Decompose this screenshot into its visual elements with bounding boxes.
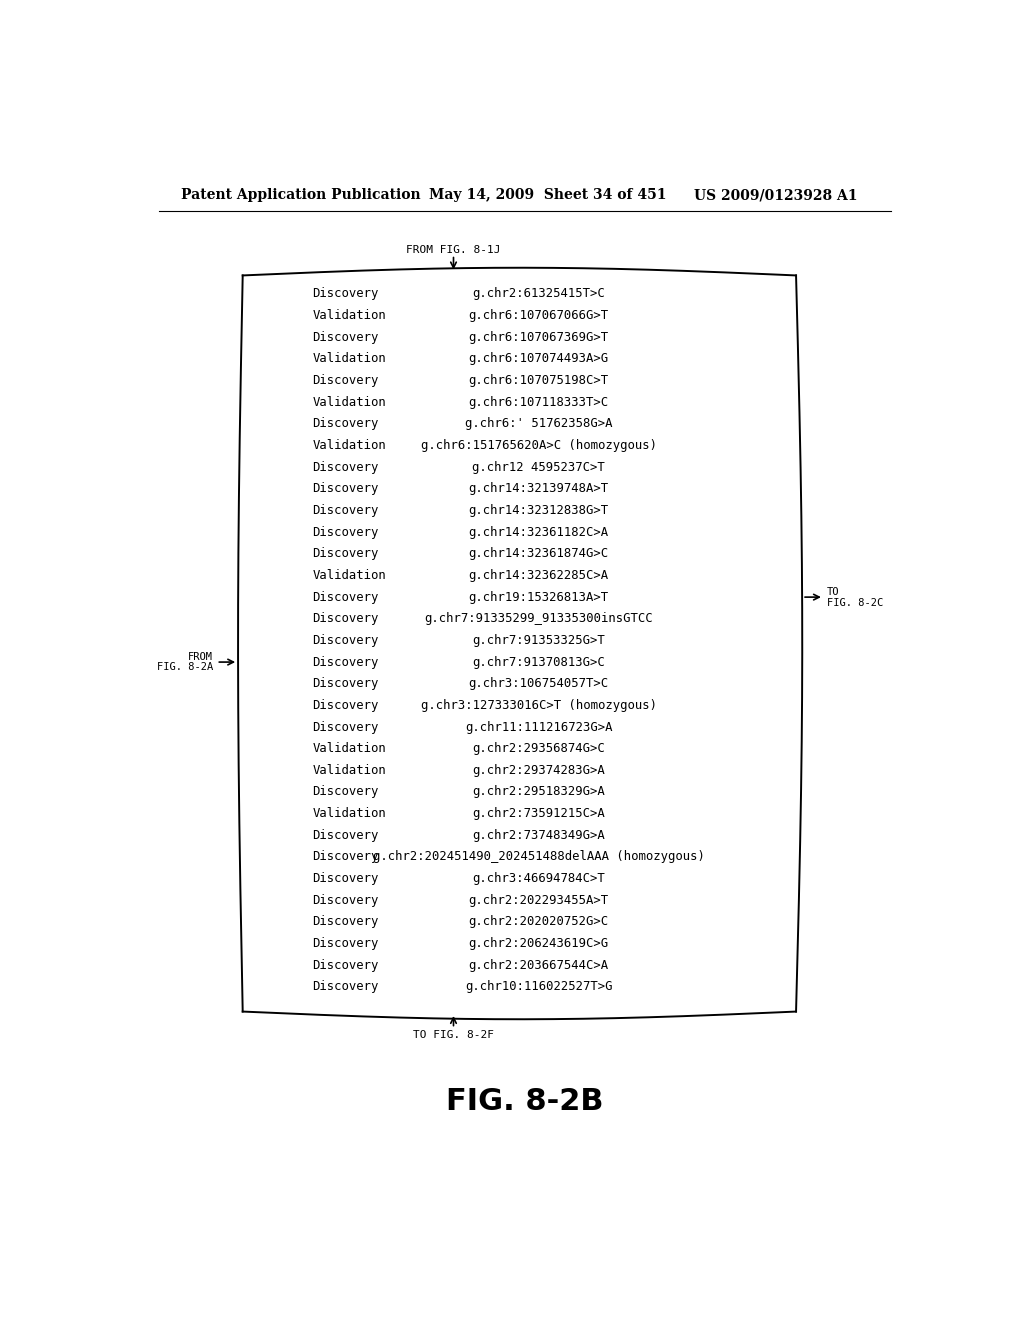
Text: g.chr6:107067066G>T: g.chr6:107067066G>T [469,309,609,322]
Text: Discovery: Discovery [312,698,379,711]
Text: g.chr2:203667544C>A: g.chr2:203667544C>A [469,958,609,972]
Text: FROM FIG. 8-1J: FROM FIG. 8-1J [407,244,501,255]
Text: g.chr14:32361182C>A: g.chr14:32361182C>A [469,525,609,539]
Text: FIG. 8-2C: FIG. 8-2C [827,598,883,607]
Text: Discovery: Discovery [312,417,379,430]
Text: g.chr2:202020752G>C: g.chr2:202020752G>C [469,915,609,928]
Text: Discovery: Discovery [312,634,379,647]
Text: Validation: Validation [312,309,386,322]
Text: g.chr6:107118333T>C: g.chr6:107118333T>C [469,396,609,409]
Text: Discovery: Discovery [312,548,379,560]
Text: Discovery: Discovery [312,612,379,626]
Text: Validation: Validation [312,807,386,820]
Text: g.chr2:29374283G>A: g.chr2:29374283G>A [472,764,605,777]
Text: Discovery: Discovery [312,850,379,863]
Text: Discovery: Discovery [312,331,379,343]
Text: Discovery: Discovery [312,504,379,517]
Text: Discovery: Discovery [312,937,379,950]
Text: g.chr14:32312838G>T: g.chr14:32312838G>T [469,504,609,517]
Text: Discovery: Discovery [312,785,379,799]
Text: Discovery: Discovery [312,873,379,886]
Text: Discovery: Discovery [312,721,379,734]
Text: g.chr3:127333016C>T (homozygous): g.chr3:127333016C>T (homozygous) [421,698,656,711]
Text: g.chr11:111216723G>A: g.chr11:111216723G>A [465,721,612,734]
Text: Discovery: Discovery [312,374,379,387]
Text: g.chr2:73748349G>A: g.chr2:73748349G>A [472,829,605,842]
Text: g.chr2:29518329G>A: g.chr2:29518329G>A [472,785,605,799]
Text: g.chr3:106754057T>C: g.chr3:106754057T>C [469,677,609,690]
Text: g.chr6:107074493A>G: g.chr6:107074493A>G [469,352,609,366]
Text: g.chr14:32139748A>T: g.chr14:32139748A>T [469,482,609,495]
Text: g.chr2:29356874G>C: g.chr2:29356874G>C [472,742,605,755]
Text: Discovery: Discovery [312,915,379,928]
Text: Discovery: Discovery [312,894,379,907]
Text: g.chr2:202293455A>T: g.chr2:202293455A>T [469,894,609,907]
Text: Discovery: Discovery [312,590,379,603]
Text: g.chr2:202451490_202451488delAAA (homozygous): g.chr2:202451490_202451488delAAA (homozy… [373,850,705,863]
Text: Validation: Validation [312,764,386,777]
Text: g.chr14:32362285C>A: g.chr14:32362285C>A [469,569,609,582]
Text: Discovery: Discovery [312,525,379,539]
Text: g.chr2:206243619C>G: g.chr2:206243619C>G [469,937,609,950]
Text: g.chr6:151765620A>C (homozygous): g.chr6:151765620A>C (homozygous) [421,440,656,451]
Text: g.chr7:91353325G>T: g.chr7:91353325G>T [472,634,605,647]
Text: Discovery: Discovery [312,482,379,495]
Text: Discovery: Discovery [312,958,379,972]
Text: g.chr14:32361874G>C: g.chr14:32361874G>C [469,548,609,560]
Text: g.chr6:107075198C>T: g.chr6:107075198C>T [469,374,609,387]
Text: Discovery: Discovery [312,461,379,474]
Text: US 2009/0123928 A1: US 2009/0123928 A1 [693,189,857,202]
Text: g.chr2:61325415T>C: g.chr2:61325415T>C [472,288,605,301]
Text: g.chr6:' 51762358G>A: g.chr6:' 51762358G>A [465,417,612,430]
Text: g.chr2:73591215C>A: g.chr2:73591215C>A [472,807,605,820]
Text: Discovery: Discovery [312,829,379,842]
Text: g.chr3:46694784C>T: g.chr3:46694784C>T [472,873,605,886]
Text: g.chr7:91335299_91335300insGTCC: g.chr7:91335299_91335300insGTCC [424,612,653,626]
Text: FROM: FROM [188,652,213,661]
Text: g.chr7:91370813G>C: g.chr7:91370813G>C [472,656,605,668]
Text: Validation: Validation [312,352,386,366]
Text: Discovery: Discovery [312,981,379,994]
Text: May 14, 2009  Sheet 34 of 451: May 14, 2009 Sheet 34 of 451 [429,189,667,202]
Text: Discovery: Discovery [312,677,379,690]
Text: Validation: Validation [312,742,386,755]
Text: Validation: Validation [312,569,386,582]
Text: TO: TO [827,586,840,597]
Text: TO FIG. 8-2F: TO FIG. 8-2F [413,1030,494,1040]
Text: g.chr10:116022527T>G: g.chr10:116022527T>G [465,981,612,994]
Text: g.chr6:107067369G>T: g.chr6:107067369G>T [469,331,609,343]
Text: Validation: Validation [312,396,386,409]
Text: g.chr12 4595237C>T: g.chr12 4595237C>T [472,461,605,474]
Text: Patent Application Publication: Patent Application Publication [180,189,420,202]
Text: Validation: Validation [312,440,386,451]
Text: Discovery: Discovery [312,656,379,668]
Text: Discovery: Discovery [312,288,379,301]
Text: FIG. 8-2A: FIG. 8-2A [157,663,213,672]
Text: FIG. 8-2B: FIG. 8-2B [446,1088,603,1117]
Text: g.chr19:15326813A>T: g.chr19:15326813A>T [469,590,609,603]
